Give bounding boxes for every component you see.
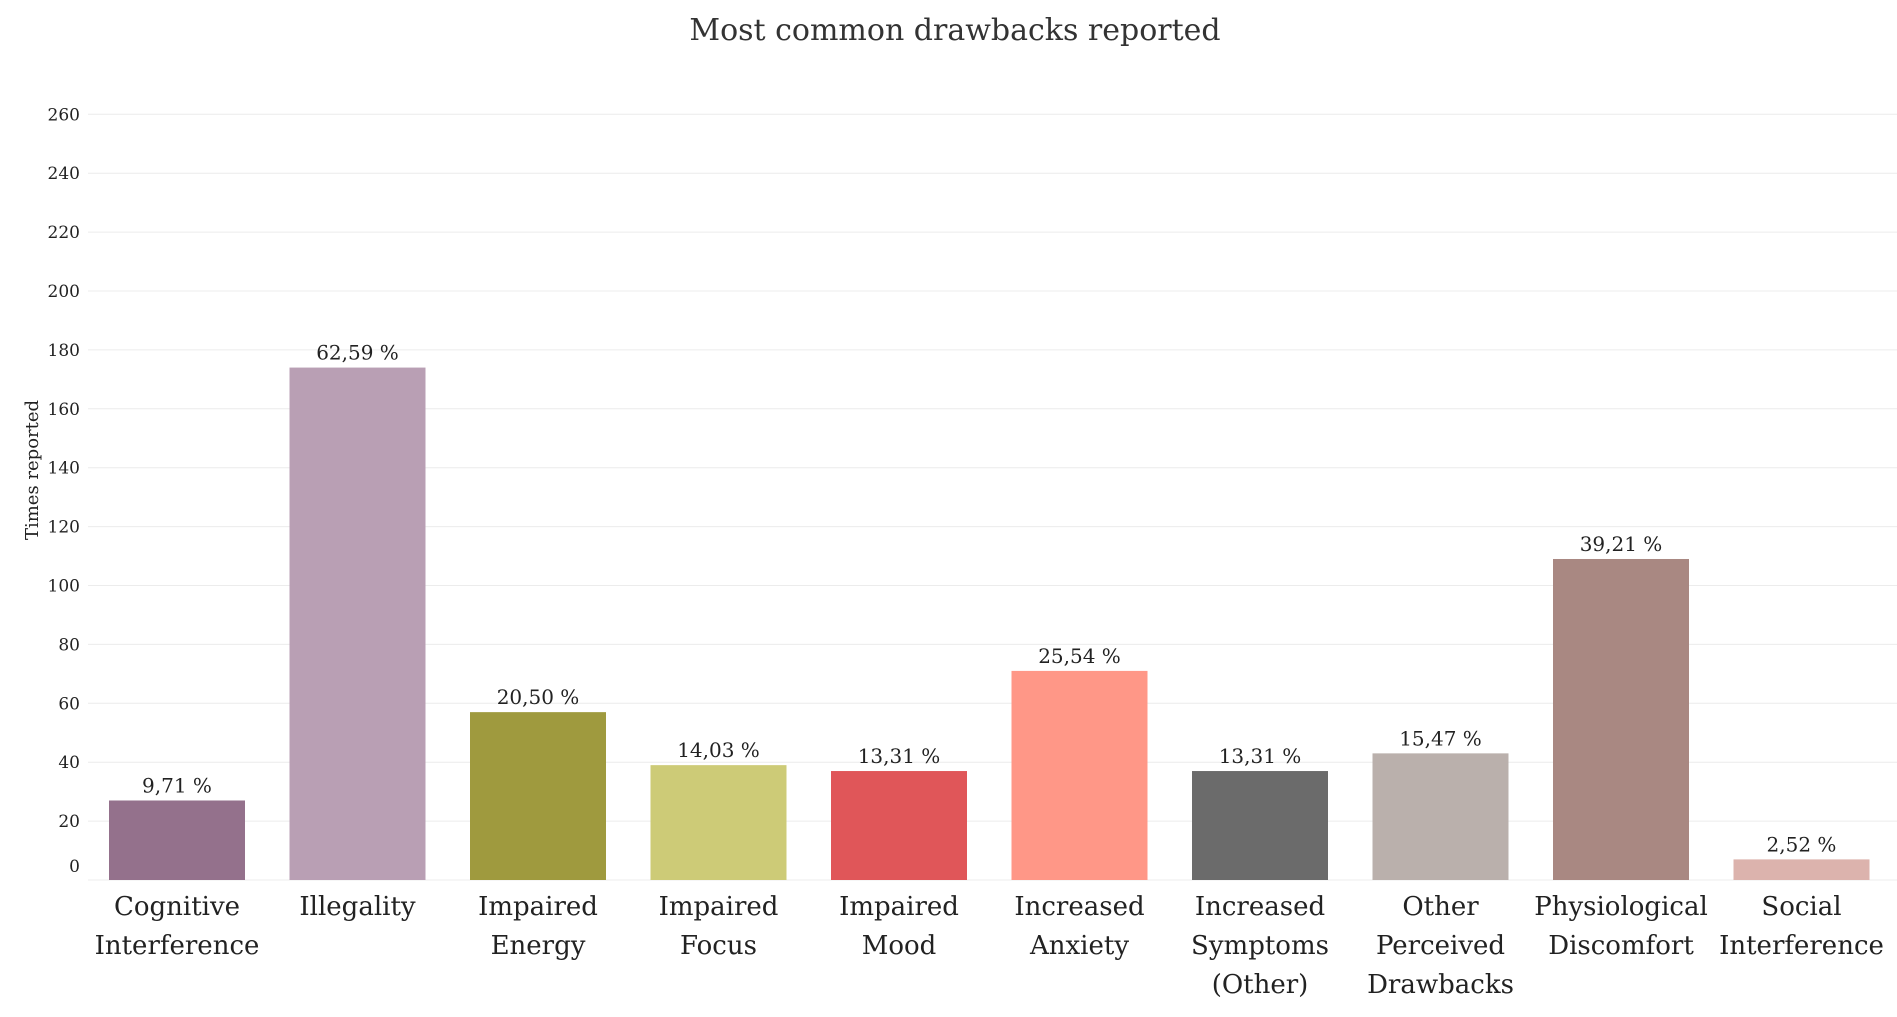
bar	[289, 367, 426, 880]
x-tick-label: Focus	[680, 931, 757, 961]
data-label: 15,47 %	[1399, 726, 1482, 750]
x-tick-label: (Other)	[1212, 970, 1309, 1000]
x-tick-label: Physiological	[1534, 892, 1708, 922]
chart-title: Most common drawbacks reported	[689, 13, 1220, 48]
x-tick-label: Mood	[862, 931, 937, 961]
y-tick-label: 120	[48, 518, 80, 538]
x-tick-label: Symptoms	[1191, 931, 1329, 961]
x-tick-label: Increased	[1195, 892, 1325, 922]
y-tick-label: 220	[48, 223, 80, 243]
y-tick-label: 60	[58, 694, 80, 714]
bar	[1192, 771, 1328, 880]
bar	[831, 771, 967, 880]
x-tick-label: Anxiety	[1029, 931, 1129, 961]
bars	[109, 367, 1870, 880]
y-tick-label: 100	[48, 577, 80, 597]
y-tick-label: 180	[48, 341, 80, 361]
data-label: 13,31 %	[858, 744, 941, 768]
bar	[650, 765, 787, 880]
y-axis-label: Times reported	[22, 400, 43, 540]
data-label: 62,59 %	[316, 341, 399, 365]
data-labels: 9,71 % 62,59 % 20,50 % 14,03 % 13,31 % 25,54 …	[142, 341, 1836, 857]
x-tick-label: Drawbacks	[1367, 970, 1514, 1000]
y-tick-label: 0	[69, 857, 80, 877]
y-axis-ticks: 0 20 40 60 80 100 120 140 160 180 200 220 240 260	[48, 105, 80, 877]
x-tick-label: Interference	[1719, 931, 1884, 961]
y-tick-label: 20	[58, 812, 80, 832]
y-tick-label: 80	[58, 635, 80, 655]
y-tick-label: 140	[48, 459, 80, 479]
x-tick-label: Impaired	[478, 892, 598, 922]
data-label: 13,31 %	[1219, 744, 1302, 768]
x-tick-label: Impaired	[839, 892, 959, 922]
x-tick-label: Cognitive	[114, 892, 240, 922]
y-tick-label: 240	[48, 164, 80, 184]
bar	[1372, 753, 1509, 880]
bar	[1011, 670, 1148, 880]
bar	[109, 800, 245, 880]
data-label: 2,52 %	[1767, 832, 1837, 856]
data-label: 9,71 %	[142, 773, 212, 797]
y-tick-label: 260	[48, 105, 80, 125]
x-tick-label: Social	[1761, 892, 1841, 922]
y-tick-label: 40	[58, 753, 80, 773]
x-axis-ticks: Cognitive Interference Illegality Impaired E…	[95, 892, 1884, 1000]
y-tick-label: 200	[48, 282, 80, 302]
data-label: 14,03 %	[677, 738, 760, 762]
bar	[470, 712, 606, 880]
x-tick-label: Other	[1402, 892, 1479, 922]
x-tick-label: Discomfort	[1548, 931, 1694, 961]
x-tick-label: Energy	[491, 931, 586, 961]
x-tick-label: Perceived	[1376, 931, 1505, 961]
x-tick-label: Interference	[95, 931, 260, 961]
data-label: 25,54 %	[1038, 644, 1121, 668]
bar	[1553, 558, 1689, 880]
x-tick-label: Increased	[1014, 892, 1144, 922]
x-tick-label: Impaired	[659, 892, 779, 922]
bar	[1733, 859, 1870, 880]
y-tick-label: 160	[48, 400, 80, 420]
x-tick-label: Illegality	[299, 892, 416, 922]
data-label: 20,50 %	[497, 685, 580, 709]
data-label: 39,21 %	[1580, 532, 1663, 556]
